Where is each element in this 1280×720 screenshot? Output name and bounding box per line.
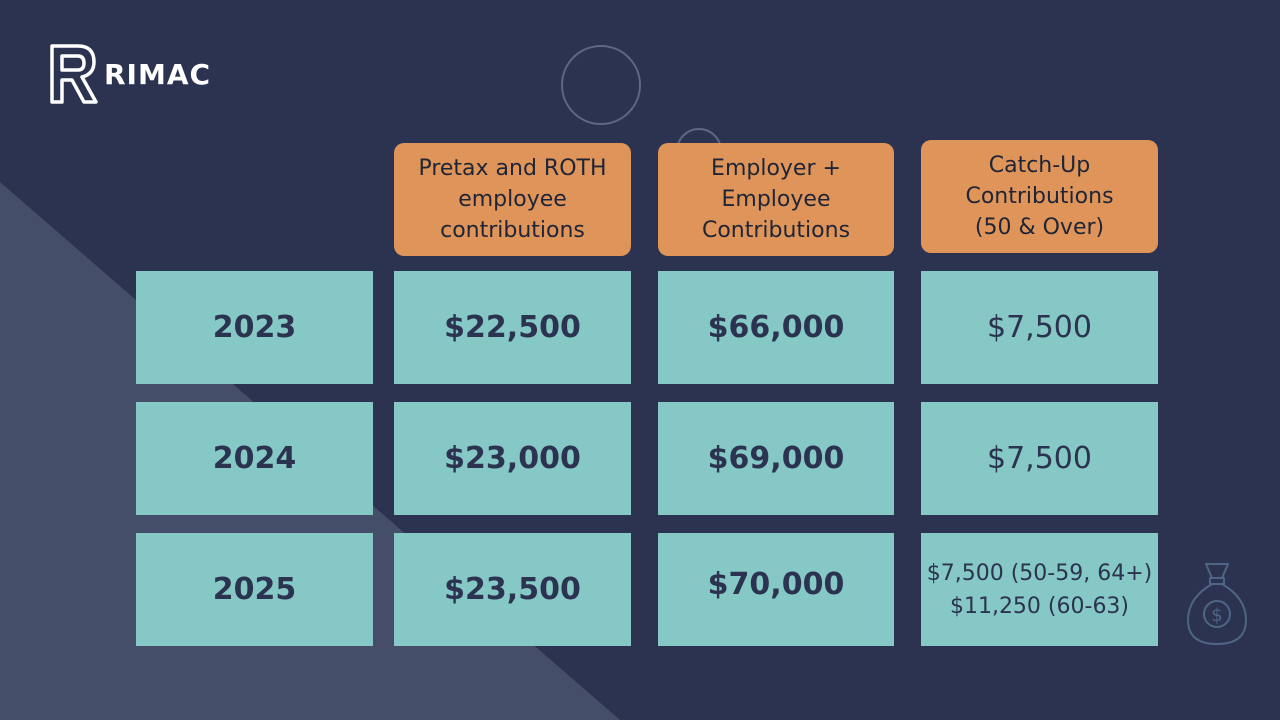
year-cell-2024: 2024 [136,402,373,515]
combined-cell-2025: $70,000 [658,533,894,646]
header-employer-employee: Employer + Employee Contributions [658,143,894,256]
pretax-cell-2025: $23,500 [394,533,631,646]
money-bag-icon: $ [1187,563,1247,645]
year-cell-2023: 2023 [136,271,373,384]
pretax-cell-2024: $23,000 [394,402,631,515]
combined-cell-2023: $66,000 [658,271,894,384]
decorative-circle [561,45,641,125]
header-catch-up: Catch-Up Contributions (50 & Over) [921,140,1158,253]
brand-name: RIMAC [104,57,212,91]
combined-cell-2024: $69,000 [658,402,894,515]
catchup-cell-2024: $7,500 [921,402,1158,515]
header-pretax-roth: Pretax and ROTH employee contributions [394,143,631,256]
catchup-cell-2025: $7,500 (50-59, 64+) $11,250 (60-63) [921,533,1158,646]
rimac-r-logo-icon [50,44,98,104]
year-cell-2025: 2025 [136,533,373,646]
pretax-cell-2023: $22,500 [394,271,631,384]
svg-text:$: $ [1211,605,1222,626]
brand-logo: RIMAC [48,44,211,104]
catchup-cell-2023: $7,500 [921,271,1158,384]
